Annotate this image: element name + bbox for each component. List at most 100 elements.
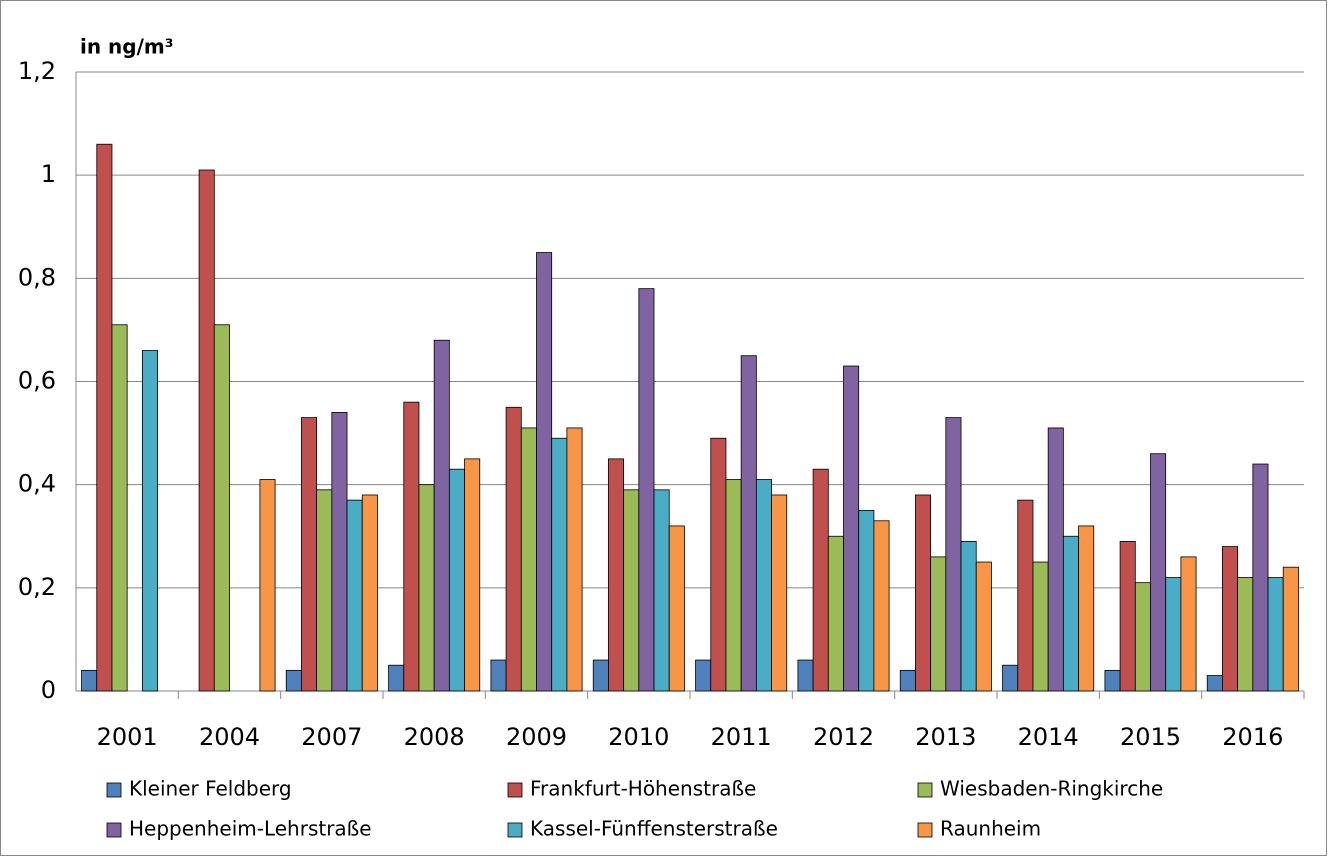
y-tick-label: 1 bbox=[41, 160, 56, 188]
bar bbox=[858, 510, 875, 692]
bar bbox=[111, 324, 128, 692]
bar bbox=[725, 479, 742, 692]
bar bbox=[1032, 561, 1049, 692]
bar bbox=[361, 494, 378, 692]
bar bbox=[740, 355, 757, 692]
bar bbox=[1165, 577, 1182, 692]
bar bbox=[346, 499, 363, 692]
bar bbox=[464, 458, 481, 692]
bar bbox=[1047, 427, 1064, 692]
legend-swatch bbox=[917, 822, 933, 838]
bar bbox=[1017, 499, 1034, 692]
bar bbox=[771, 494, 788, 692]
legend-label: Kassel-Fünffensterstraße bbox=[530, 817, 778, 841]
legend-swatch bbox=[507, 822, 523, 838]
bar bbox=[388, 664, 405, 692]
bar bbox=[899, 669, 916, 692]
legend-label: Kleiner Feldberg bbox=[129, 777, 292, 801]
bar bbox=[623, 489, 640, 692]
bar bbox=[141, 350, 158, 692]
bar bbox=[1267, 577, 1284, 692]
bar bbox=[551, 437, 568, 692]
bar bbox=[331, 412, 348, 692]
legend-label: Raunheim bbox=[940, 817, 1041, 841]
bar bbox=[1222, 546, 1239, 692]
y-tick-label: 0,6 bbox=[18, 367, 56, 395]
x-tick-label: 2009 bbox=[506, 723, 567, 751]
x-tick-label: 2008 bbox=[404, 723, 465, 751]
bar bbox=[1078, 525, 1095, 692]
x-tick-label: 2016 bbox=[1222, 723, 1283, 751]
y-tick-label: 0,2 bbox=[18, 573, 56, 601]
bar bbox=[930, 556, 947, 692]
bar bbox=[536, 252, 553, 692]
y-tick-label: 0,4 bbox=[18, 470, 56, 498]
bar bbox=[592, 659, 609, 692]
bar bbox=[827, 535, 844, 692]
bar bbox=[695, 659, 712, 692]
bar bbox=[1062, 535, 1079, 692]
bar bbox=[843, 365, 860, 692]
bar bbox=[1104, 669, 1121, 692]
legend-label: Heppenheim-Lehrstraße bbox=[129, 817, 372, 841]
bar bbox=[566, 427, 583, 692]
bar bbox=[1282, 566, 1299, 692]
bar bbox=[520, 427, 537, 692]
bar bbox=[1252, 463, 1269, 692]
y-tick-label: 0,8 bbox=[18, 263, 56, 291]
y-tick-label: 1,2 bbox=[18, 57, 56, 85]
bar bbox=[945, 417, 962, 692]
bar bbox=[316, 489, 333, 692]
bar bbox=[608, 458, 625, 692]
legend-swatch bbox=[106, 782, 122, 798]
bar bbox=[1119, 541, 1136, 692]
bar bbox=[873, 520, 890, 692]
unit-label: in ng/m³ bbox=[80, 35, 174, 59]
bar bbox=[812, 468, 829, 692]
bar bbox=[915, 494, 932, 692]
x-tick-label: 2015 bbox=[1120, 723, 1181, 751]
x-tick-label: 2012 bbox=[813, 723, 874, 751]
bar bbox=[1150, 453, 1167, 692]
bar bbox=[710, 437, 727, 692]
legend-swatch bbox=[106, 822, 122, 838]
bar bbox=[975, 561, 992, 692]
bar bbox=[301, 417, 318, 692]
x-tick-label: 2011 bbox=[711, 723, 772, 751]
x-tick-label: 2010 bbox=[608, 723, 669, 751]
bar bbox=[755, 479, 772, 692]
legend-swatch bbox=[917, 782, 933, 798]
bar bbox=[1002, 664, 1019, 692]
bar bbox=[448, 468, 465, 692]
bar bbox=[1206, 675, 1223, 692]
x-tick-label: 2013 bbox=[915, 723, 976, 751]
bar bbox=[1134, 582, 1151, 692]
bar bbox=[285, 669, 302, 692]
bar bbox=[213, 324, 230, 692]
x-tick-label: 2007 bbox=[301, 723, 362, 751]
bar bbox=[96, 143, 113, 692]
legend-swatch bbox=[507, 782, 523, 798]
bar bbox=[403, 401, 420, 692]
x-tick-label: 2001 bbox=[97, 723, 158, 751]
bar bbox=[797, 659, 814, 692]
bar bbox=[1180, 556, 1197, 692]
x-tick-label: 2004 bbox=[199, 723, 260, 751]
bar bbox=[1237, 577, 1254, 692]
bar bbox=[433, 339, 450, 692]
bar bbox=[505, 406, 522, 692]
bar bbox=[653, 489, 670, 692]
bar bbox=[198, 169, 215, 692]
y-tick-label: 0 bbox=[41, 676, 56, 704]
x-tick-label: 2014 bbox=[1018, 723, 1079, 751]
bar bbox=[418, 484, 435, 692]
bar bbox=[668, 525, 685, 692]
bar bbox=[490, 659, 507, 692]
legend-label: Frankfurt-Höhenstraße bbox=[530, 777, 756, 801]
legend-label: Wiesbaden-Ringkirche bbox=[940, 777, 1163, 801]
bar bbox=[638, 288, 655, 692]
bar bbox=[960, 541, 977, 692]
bar bbox=[259, 479, 276, 692]
bar bbox=[81, 669, 98, 692]
